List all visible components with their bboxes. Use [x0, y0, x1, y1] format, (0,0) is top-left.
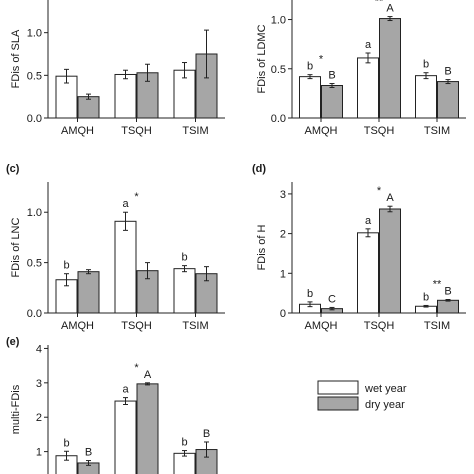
panel-d: 0 1 2 3 FDis of H (d) AMQH b C TSQH a A * TSIM b B**: [252, 163, 466, 332]
significance-letter: b: [423, 59, 429, 71]
legend-swatch-dry: [317, 396, 359, 411]
y-tick-label: 3: [36, 378, 42, 390]
significance-letter: A: [386, 192, 394, 204]
y-tick-label: 0.0: [27, 308, 42, 320]
panel-label: (e): [6, 336, 20, 348]
significance-letter: b: [181, 252, 187, 264]
bar-dry-tsqh: [379, 208, 401, 314]
bar-dry-tsqh: [379, 18, 401, 119]
bar-wet-tsim: [173, 268, 196, 314]
legend-label-wet: wet year: [364, 383, 407, 395]
bar-dry-tsim: [437, 299, 459, 314]
significance-letter: b: [181, 437, 187, 449]
x-tick-label: TSQH: [364, 320, 395, 332]
significance-letter: a: [365, 215, 372, 227]
significance-letter: B: [444, 66, 451, 78]
significance-letter: B: [444, 286, 451, 298]
significance-letter: B: [328, 70, 335, 82]
significance-letter: b: [63, 437, 69, 449]
bar-wet-tsqh: [114, 220, 137, 314]
bar-wet-tsim: [415, 75, 437, 119]
panel-label: (d): [252, 163, 266, 175]
significance-letter: B: [85, 447, 92, 459]
significance-letter: A: [144, 369, 152, 381]
significance-letter: C: [328, 293, 336, 305]
bar-dry-tsqh: [136, 383, 159, 474]
panel-e: 1 2 3 4 multi-FDis (e) b Ba A * b B: [6, 336, 218, 474]
significance-letter: a: [365, 39, 372, 51]
y-tick-label: 0.5: [271, 64, 286, 76]
x-tick-label: AMQH: [61, 125, 94, 137]
significance-star: *: [319, 54, 324, 66]
legend-label-dry: dry year: [365, 399, 405, 411]
y-tick-label: 2: [280, 229, 286, 241]
x-tick-label: AMQH: [305, 320, 338, 332]
y-axis-title: FDis of H: [256, 225, 268, 271]
significance-star: **: [375, 0, 384, 8]
significance-letter: b: [307, 61, 313, 73]
x-tick-label: TSQH: [364, 125, 395, 137]
significance-star: *: [134, 362, 139, 374]
significance-letter: b: [63, 260, 69, 272]
significance-letter: a: [122, 384, 129, 396]
legend: wet year dry year: [317, 380, 407, 411]
significance-star: **: [433, 279, 442, 291]
bar-wet-tsqh: [114, 400, 137, 474]
y-tick-label: 1.0: [271, 15, 286, 27]
bar-dry-tsim: [437, 81, 459, 119]
significance-letter: A: [386, 3, 394, 15]
bar-dry-amqh: [77, 96, 100, 119]
bar-wet-tsqh: [114, 73, 137, 119]
x-tick-label: TSIM: [424, 125, 450, 137]
bar-wet-amqh: [299, 76, 321, 119]
x-tick-label: TSQH: [121, 320, 152, 332]
significance-letter: b: [423, 291, 429, 303]
bar-wet-tsqh: [357, 232, 379, 314]
significance-star: *: [134, 191, 139, 203]
y-tick-label: 0.5: [27, 258, 42, 270]
panel-label: (c): [6, 163, 20, 175]
x-tick-label: TSIM: [182, 320, 208, 332]
y-tick-label: 1: [36, 447, 42, 459]
significance-star: *: [377, 185, 382, 197]
x-tick-label: AMQH: [61, 320, 94, 332]
y-axis-title: FDis of SLA: [10, 29, 22, 88]
panel-a: 0.0 0.5 1.0 FDis of SLA AMQH TSQH TSIM: [10, 0, 225, 137]
x-tick-label: TSQH: [121, 125, 152, 137]
bar-wet-tsqh: [357, 57, 379, 119]
y-tick-label: 0: [280, 308, 286, 320]
bar-dry-amqh: [77, 271, 100, 314]
y-tick-label: 2: [36, 412, 42, 424]
significance-letter: B: [203, 428, 210, 440]
y-tick-label: 4: [36, 343, 42, 355]
y-tick-label: 0.0: [271, 113, 286, 125]
significance-letter: a: [122, 198, 129, 210]
panel-c: 0.0 0.5 1.0 FDis of LNC (c) AMQH b TSQH a * TSIM b: [6, 163, 225, 332]
y-axis-title: multi-FDis: [10, 384, 22, 434]
y-axis-title: FDis of LNC: [10, 217, 22, 277]
x-tick-label: TSIM: [182, 125, 208, 137]
y-tick-label: 1.0: [27, 28, 42, 40]
x-tick-label: TSIM: [424, 320, 450, 332]
bar-dry-amqh: [321, 85, 343, 119]
y-tick-label: 0.0: [27, 113, 42, 125]
y-tick-label: 3: [280, 189, 286, 201]
x-tick-label: AMQH: [305, 125, 338, 137]
y-tick-label: 1: [280, 268, 286, 280]
y-axis-title: FDis of LDMC: [256, 24, 268, 93]
significance-letter: b: [307, 288, 313, 300]
y-tick-label: 1.0: [27, 207, 42, 219]
y-tick-label: 0.5: [27, 70, 42, 82]
legend-swatch-wet: [317, 380, 359, 395]
